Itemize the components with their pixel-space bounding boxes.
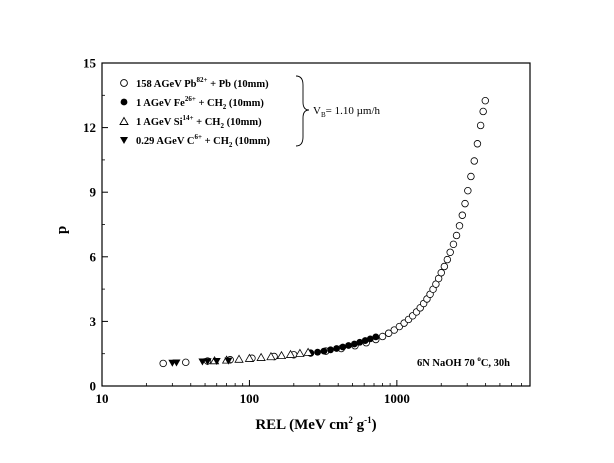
data-point-pb (479, 107, 487, 116)
data-point-si (266, 351, 276, 361)
x-tick-label: 10 (96, 391, 109, 406)
data-point-pb (446, 248, 454, 256)
data-point-si (295, 348, 305, 357)
x-tick-label: 1000 (384, 391, 410, 406)
data-point-pb (470, 157, 478, 165)
legend-label-fe: 1 AGeV Fe26+ + CH2 (10mm) (136, 95, 264, 111)
data-point-pb (467, 172, 475, 181)
data-point-si (244, 353, 255, 362)
data-point-pb (461, 199, 469, 208)
legend-brace (295, 75, 310, 147)
data-point-fe (356, 338, 364, 346)
x-axis-title: REL (MeV cm2 g-1) (255, 415, 376, 433)
legend-marker-fe (120, 98, 128, 106)
data-point-pb (378, 332, 387, 341)
data-point-si (256, 352, 266, 361)
data-point-pb (452, 231, 461, 240)
legend-label-si: 1 AGeV Si14+ + CH2 (10mm) (136, 114, 262, 130)
data-point-si (303, 347, 313, 356)
data-point-si (234, 354, 244, 363)
data-point-pb (443, 255, 452, 264)
data-point-fe (345, 342, 352, 349)
data-point-pb (182, 358, 190, 367)
data-point-pb (384, 329, 393, 337)
y-tick-label: 6 (90, 249, 97, 264)
data-point-pb (473, 140, 482, 148)
data-point-pb (449, 240, 458, 249)
legend-marker-pb (120, 79, 128, 87)
data-point-pb (464, 186, 472, 195)
data-points (159, 96, 489, 368)
data-point-si (285, 349, 296, 358)
data-point-fe (372, 333, 380, 341)
legend-marker-c (120, 137, 128, 144)
data-point-fe (327, 346, 334, 354)
data-point-pb (159, 359, 167, 368)
y-axis-title: p (54, 226, 70, 234)
data-point-pb (437, 269, 445, 277)
data-point-c (203, 358, 212, 366)
y-tick-label: 15 (83, 56, 97, 71)
condition-annotation: 6N NaOH 70 oC, 30h (417, 355, 510, 369)
data-point-c (224, 357, 233, 365)
data-point-c (172, 359, 181, 367)
y-tick-label: 0 (90, 379, 97, 394)
data-point-pb (455, 222, 464, 230)
axis-tick-labels: 10 100 1000 0 3 6 9 12 15 (83, 56, 410, 407)
data-point-fe (320, 347, 328, 355)
data-point-fe (339, 343, 347, 351)
data-point-si (276, 350, 287, 360)
data-point-fe (350, 340, 358, 348)
legend-marker-si (119, 116, 129, 125)
y-tick-label: 12 (83, 120, 96, 135)
data-point-pb (476, 121, 485, 130)
data-point-pb (390, 326, 398, 334)
legend: 158 AGeV Pb82+ + Pb (10mm) 1 AGeV Fe26+ … (119, 75, 381, 149)
vb-annotation: VB= 1.10 µm/h (313, 105, 381, 119)
y-tick-label: 3 (90, 314, 97, 329)
data-point-pb (481, 96, 489, 105)
y-tick-label: 9 (90, 185, 97, 200)
x-tick-label: 100 (240, 391, 260, 406)
data-point-fe (333, 345, 340, 352)
data-point-c (198, 358, 207, 366)
axis-ticks (101, 62, 522, 387)
legend-label-c: 0.29 AGeV C6+ + CH2 (10mm) (136, 133, 271, 149)
data-point-fe (366, 335, 374, 343)
legend-label-pb: 158 AGeV Pb82+ + Pb (10mm) (136, 76, 269, 90)
data-point-pb (458, 211, 467, 219)
data-point-c (212, 358, 221, 366)
data-point-fe (314, 348, 322, 356)
data-point-pb (440, 262, 449, 271)
